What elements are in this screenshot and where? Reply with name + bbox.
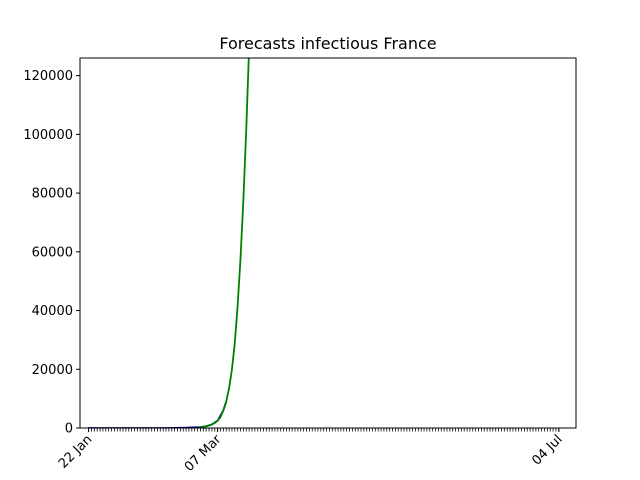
x-tick-label: 07 Mar bbox=[182, 432, 225, 475]
y-tick-label: 40000 bbox=[32, 304, 73, 319]
series-line bbox=[87, 400, 228, 428]
x-axis: 22 Jan 07 Mar 04 Jul bbox=[56, 428, 566, 475]
y-tick-label: 0 bbox=[65, 422, 73, 437]
series-line bbox=[199, 58, 250, 428]
plot-frame bbox=[79, 57, 577, 429]
y-tick-label: 120000 bbox=[23, 69, 73, 84]
x-tick-label: 22 Jan bbox=[56, 432, 95, 471]
series-layer bbox=[87, 58, 250, 428]
y-axis: 0 20000 40000 60000 80000 100000 120000 bbox=[23, 69, 80, 437]
chart-title: Forecasts infectious France bbox=[219, 34, 436, 53]
x-tick-label: 04 Jul bbox=[529, 432, 565, 468]
y-tick-label: 60000 bbox=[32, 245, 73, 260]
y-tick-label: 20000 bbox=[32, 363, 73, 378]
y-tick-label: 100000 bbox=[23, 128, 73, 143]
y-tick-label: 80000 bbox=[32, 187, 73, 202]
